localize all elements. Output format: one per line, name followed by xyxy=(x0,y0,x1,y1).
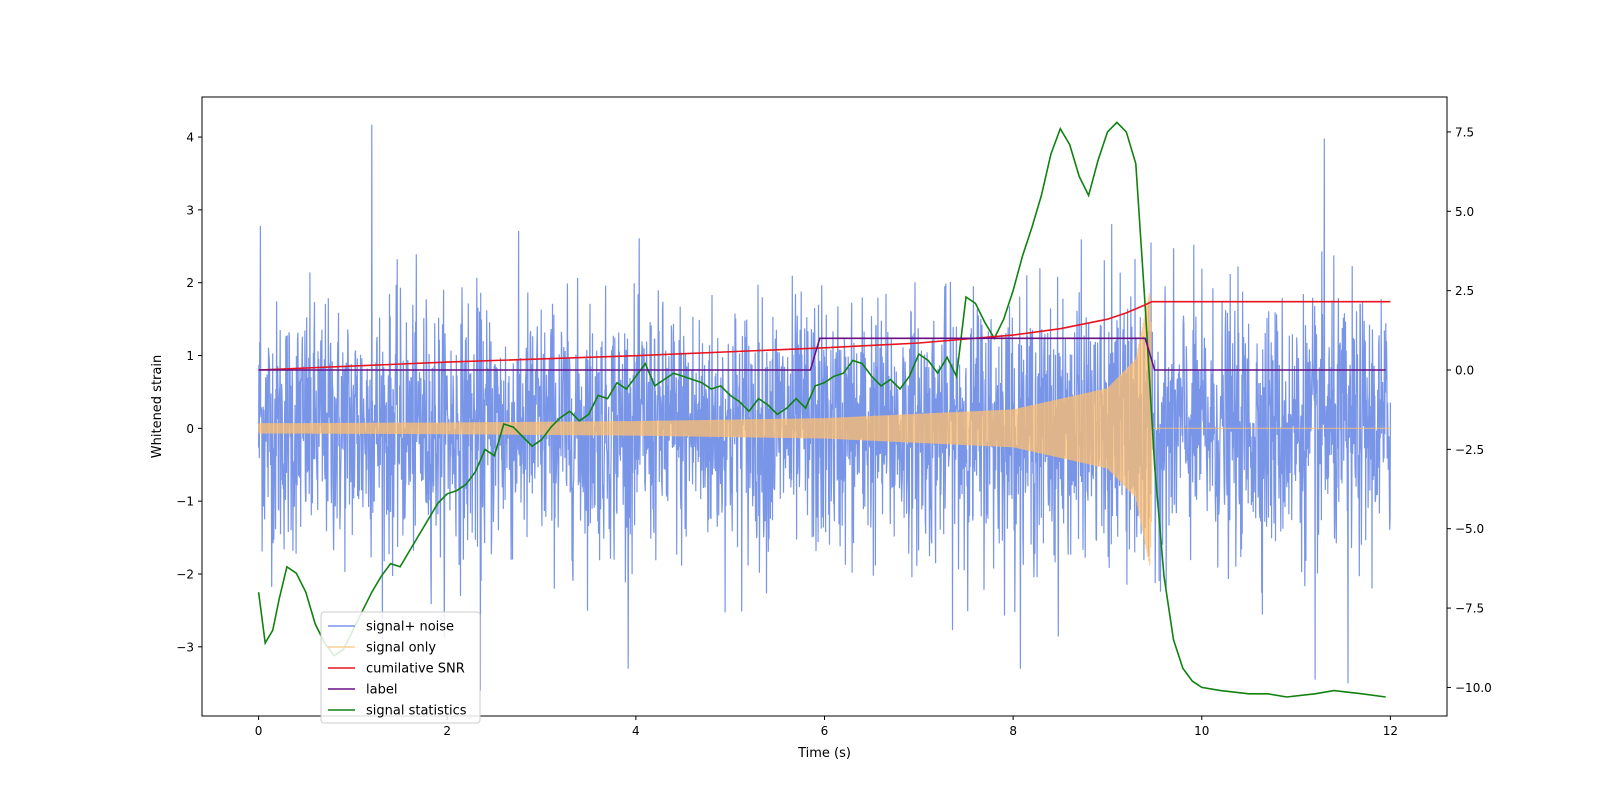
x-tick-label: 10 xyxy=(1194,724,1209,738)
y-right-tick-label: −10.0 xyxy=(1455,681,1492,695)
series-cumilative-snr xyxy=(258,300,1391,371)
x-tick-label: 8 xyxy=(1009,724,1017,738)
y-right-tick-label: 7.5 xyxy=(1455,125,1474,139)
series-signal-plus-noise xyxy=(258,124,1391,691)
y-right-tick-label: −2.5 xyxy=(1455,443,1484,457)
legend-entry-label: label xyxy=(366,683,397,698)
y-right-tick-label: −5.0 xyxy=(1455,522,1484,536)
y-left-tick-label: −2 xyxy=(176,567,194,581)
y-left-tick-label: 0 xyxy=(186,422,194,436)
series-layer xyxy=(257,121,1391,698)
y-right-tick-label: −7.5 xyxy=(1455,602,1484,616)
x-tick-label: 2 xyxy=(443,724,451,738)
legend-entry-label: signal only xyxy=(366,641,436,656)
y-axis-left-ticks: −3 −2 −1 0 1 2 3 4 xyxy=(176,131,202,654)
y-right-tick-label: 2.5 xyxy=(1455,284,1474,298)
y-left-tick-label: 2 xyxy=(186,276,194,290)
y-right-tick-label: 0.0 xyxy=(1455,363,1474,377)
y-axis-right-ticks: −10.0 −7.5 −5.0 −2.5 0.0 2.5 5.0 7.5 xyxy=(1447,125,1492,695)
plot-area xyxy=(257,121,1391,698)
series-label xyxy=(258,337,1386,371)
y-axis-label: Whitened strain xyxy=(150,355,165,458)
legend-entry-label: signal+ noise xyxy=(366,620,454,635)
y-left-tick-label: −3 xyxy=(176,640,194,654)
x-tick-label: 6 xyxy=(821,724,829,738)
series-signal-only xyxy=(258,293,1391,566)
y-left-tick-label: 1 xyxy=(186,349,194,363)
x-tick-label: 12 xyxy=(1383,724,1398,738)
x-tick-label: 4 xyxy=(632,724,640,738)
legend-entry-label: signal statistics xyxy=(366,704,467,719)
legend-entry-label: cumilative SNR xyxy=(366,662,465,677)
x-axis-ticks: 0 2 4 6 8 10 12 xyxy=(255,716,1398,738)
series-signal-statistics xyxy=(257,121,1386,698)
y-left-tick-label: 4 xyxy=(186,131,194,145)
x-tick-label: 0 xyxy=(255,724,263,738)
y-right-tick-label: 5.0 xyxy=(1455,205,1474,219)
y-left-tick-label: 3 xyxy=(186,203,194,217)
legend: signal+ noise signal only cumilative SNR la… xyxy=(320,611,481,724)
legend-box xyxy=(320,611,481,724)
x-axis-label: Time (s) xyxy=(797,746,851,761)
y-left-tick-label: −1 xyxy=(176,495,194,509)
